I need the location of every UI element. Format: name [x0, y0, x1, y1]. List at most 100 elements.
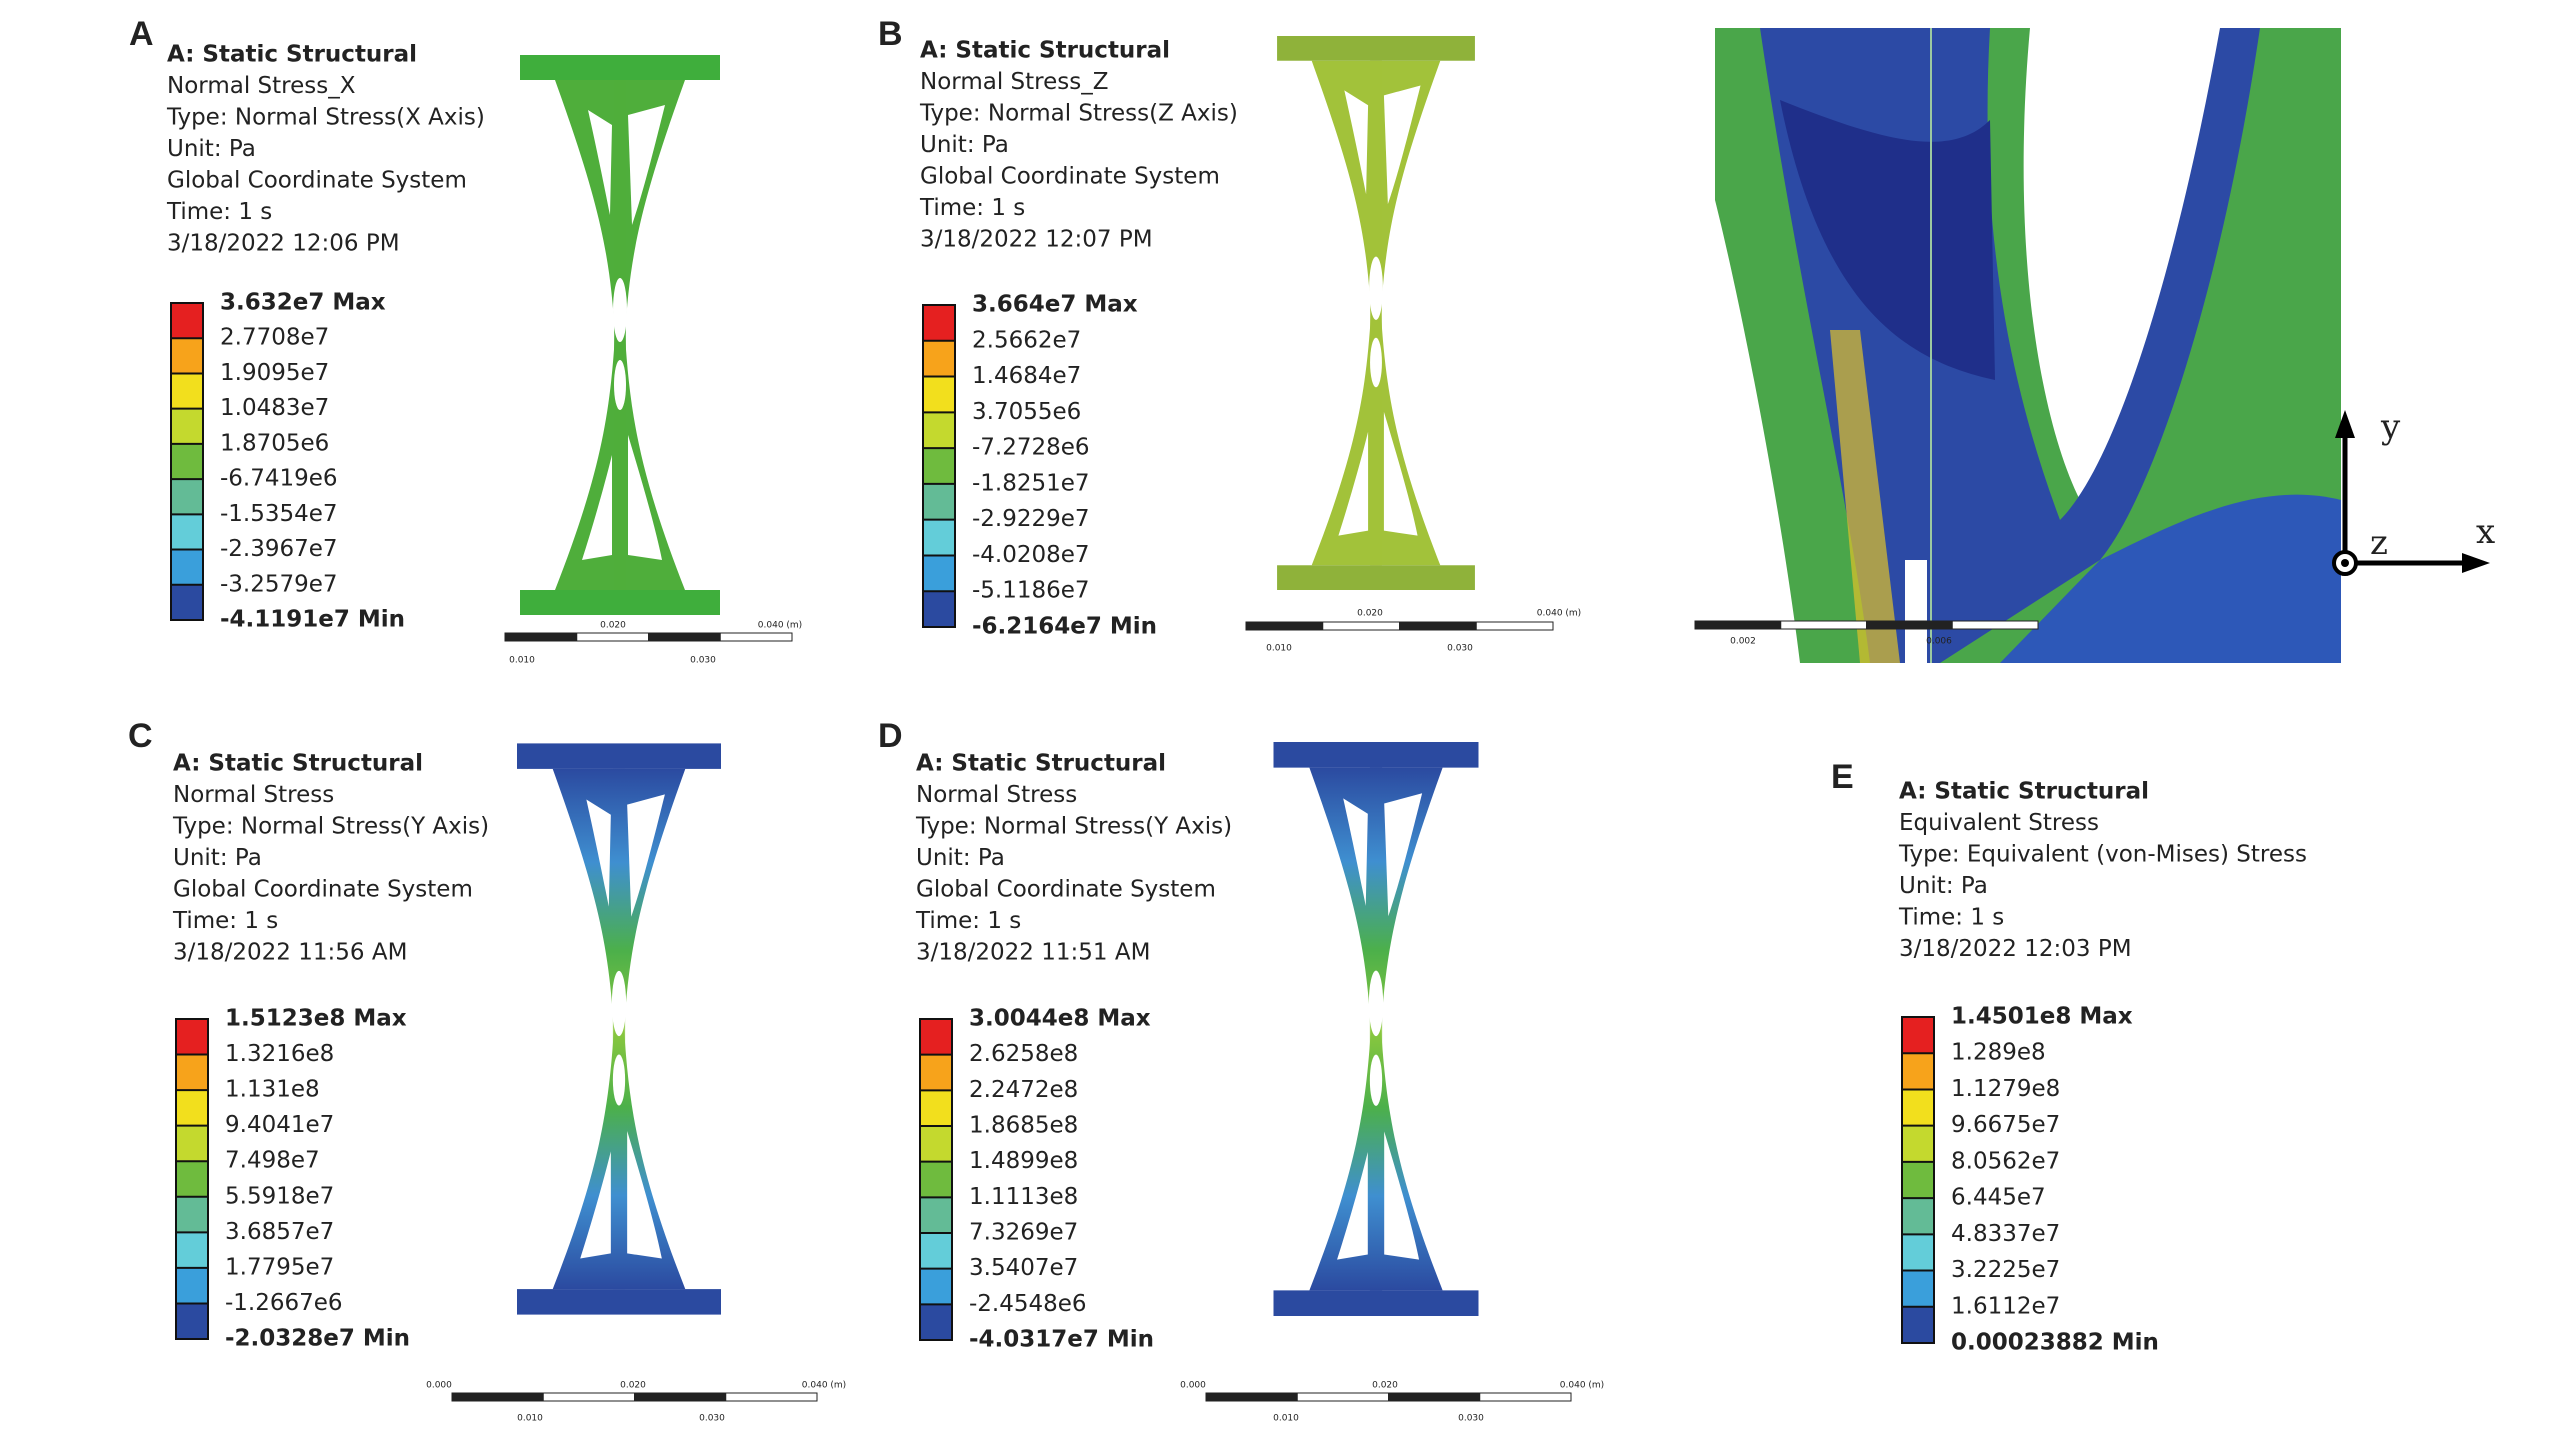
specimen-a [520, 55, 720, 615]
legend-value: -2.4548e6 [969, 1291, 1087, 1317]
panel-label: B [878, 15, 903, 53]
legend-band [920, 1268, 952, 1305]
legend-value: 4.8337e7 [1951, 1221, 2060, 1247]
legend-value: 1.3216e8 [225, 1041, 334, 1067]
legend-band [176, 1090, 208, 1126]
legend-value: 1.1113e8 [969, 1184, 1078, 1210]
header-line: Global Coordinate System [167, 168, 467, 194]
legend-value: 2.7708e7 [220, 325, 329, 351]
legend-band [176, 1054, 208, 1091]
legend-value: 1.9095e7 [220, 360, 329, 386]
legend-band [920, 1304, 952, 1340]
header-line: Time: 1 s [172, 908, 278, 934]
legend-band [920, 1090, 952, 1126]
legend-band [171, 479, 203, 515]
scale-bar-segment [1951, 620, 2039, 630]
scale-bar-segment [1205, 1392, 1298, 1402]
scale-bar-segment [1475, 621, 1554, 631]
legend-value: 2.5662e7 [972, 327, 1081, 353]
legend-band [1902, 1089, 1934, 1126]
scale-bar-label: 0.020 [600, 621, 626, 631]
legend-band [923, 448, 955, 484]
legend-band [920, 1019, 952, 1055]
legend-value: 1.131e8 [225, 1077, 320, 1103]
header-line: 3/18/2022 12:07 PM [920, 227, 1153, 253]
legend-band [920, 1233, 952, 1269]
header-line: A: Static Structural [1899, 779, 2149, 805]
header-line: A: Static Structural [920, 38, 1170, 64]
scale-bar-label: 0.030 [1447, 644, 1473, 654]
scale-bar-label: 0.000 [1180, 1381, 1206, 1391]
legend-value: 7.498e7 [225, 1148, 320, 1174]
scale-bar-label: 0.002 [1730, 637, 1756, 647]
legend-value: 9.4041e7 [225, 1112, 334, 1138]
header-line: Type: Normal Stress(Z Axis) [919, 101, 1238, 127]
header-line: Time: 1 s [166, 199, 272, 225]
legend-band [920, 1197, 952, 1233]
legend-band [923, 483, 955, 520]
scale-bar-segment [1322, 621, 1400, 631]
legend-band [920, 1054, 952, 1091]
legend-band [920, 1126, 952, 1162]
header-line: Unit: Pa [1899, 873, 1988, 899]
legend-band [1902, 1234, 1934, 1271]
legend-band [171, 514, 203, 550]
header-line: Unit: Pa [920, 132, 1009, 158]
legend-value: 1.4501e8 Max [1951, 1004, 2133, 1030]
legend-band [171, 303, 203, 339]
scale-bar-segment [1245, 621, 1324, 631]
legend-value: 8.0562e7 [1951, 1148, 2060, 1174]
scale-bar-segment [725, 1392, 818, 1402]
legend-value: 1.4899e8 [969, 1148, 1078, 1174]
legend-band [923, 555, 955, 592]
header-line: Type: Normal Stress(Y Axis) [172, 814, 489, 840]
legend-band [1902, 1198, 1934, 1235]
scale-bar-label: 0.006 [1926, 637, 1952, 647]
specimen-c [517, 743, 721, 1315]
scale-bar-segment [542, 1392, 635, 1402]
axes-triad: y x z [2332, 407, 2495, 576]
legend-value: -4.0208e7 [972, 542, 1090, 568]
scale-bar-label: 0.030 [690, 656, 716, 666]
legend-value: -4.0317e7 Min [969, 1327, 1154, 1353]
legend-band [176, 1125, 208, 1162]
legend-band [176, 1267, 208, 1304]
header-line: 3/18/2022 12:06 PM [167, 231, 400, 257]
header-line: Unit: Pa [173, 845, 262, 871]
scale-bar-segment [576, 632, 649, 642]
legend-band [923, 591, 955, 627]
legend-band [171, 584, 203, 620]
legend-band [1902, 1161, 1934, 1199]
zoom-view [1715, 28, 2341, 663]
header-line: A: Static Structural [916, 751, 1166, 777]
header-line: Global Coordinate System [173, 877, 473, 903]
legend-band [171, 338, 203, 374]
legend-value: -6.7419e6 [220, 466, 338, 492]
legend-band [171, 443, 203, 480]
scale-bar-label: 0.030 [699, 1414, 725, 1424]
header-line: A: Static Structural [173, 751, 423, 777]
scale-bar-label: 0.030 [1458, 1414, 1484, 1424]
legend-value: 1.8685e8 [969, 1113, 1078, 1139]
legend-band [923, 519, 955, 556]
legend-band [171, 408, 203, 444]
scale-bar-label: 0.010 [1273, 1414, 1299, 1424]
legend-band [1902, 1125, 1934, 1162]
scale-bar-label: 0.020 [620, 1381, 646, 1391]
header-line: Normal Stress_X [167, 73, 356, 99]
legend-value: 6.445e7 [1951, 1185, 2046, 1211]
scale-bar-segment [634, 1392, 727, 1402]
legend-value: 5.5918e7 [225, 1183, 334, 1209]
header-line: Time: 1 s [1898, 905, 2004, 931]
legend-value: -2.3967e7 [220, 536, 338, 562]
scale-bar-segment [504, 632, 578, 642]
panel-label: C [128, 717, 153, 755]
legend-value: 9.6675e7 [1951, 1112, 2060, 1138]
header-line: 3/18/2022 12:03 PM [1899, 936, 2132, 962]
legend-value: -2.9229e7 [972, 506, 1090, 532]
header-line: Global Coordinate System [920, 164, 1220, 190]
legend-band [176, 1232, 208, 1268]
scale-bar-label: 0.020 [1372, 1381, 1398, 1391]
scale-bar-segment [648, 632, 721, 642]
legend-band [176, 1303, 208, 1339]
